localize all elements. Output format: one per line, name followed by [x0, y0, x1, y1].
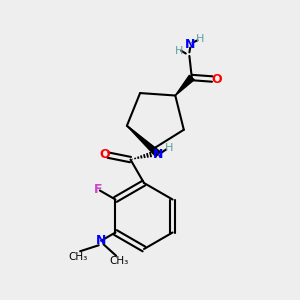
- Text: N: N: [96, 234, 106, 247]
- Polygon shape: [127, 126, 160, 157]
- Text: O: O: [211, 73, 222, 85]
- Text: N: N: [153, 148, 163, 161]
- Text: CH₃: CH₃: [68, 252, 87, 262]
- Text: CH₃: CH₃: [110, 256, 129, 266]
- Text: O: O: [99, 148, 110, 161]
- Text: H: H: [196, 34, 204, 44]
- Polygon shape: [175, 75, 194, 95]
- Text: F: F: [94, 183, 103, 196]
- Text: N: N: [185, 38, 196, 51]
- Text: H: H: [175, 46, 183, 56]
- Text: H: H: [164, 143, 173, 153]
